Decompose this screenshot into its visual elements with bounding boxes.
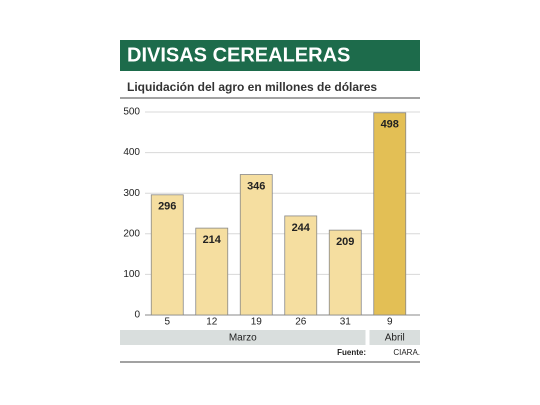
y-tick-label: 0 [134,310,140,321]
source-label: Fuente: [337,348,366,357]
bar [150,194,184,316]
chart-subtitle: Liquidación del agro en millones de dóla… [127,80,377,94]
bar [373,112,407,316]
source: CIARA. [393,348,420,357]
x-tick-label: 9 [387,317,393,328]
y-tick-label: 400 [123,147,140,158]
x-tick-label: 19 [251,317,263,328]
value-label: 244 [292,222,311,234]
bar [284,215,318,316]
value-label: 346 [247,180,265,192]
bar [328,229,362,316]
value-label: 296 [158,201,176,213]
y-tick-label: 300 [123,188,140,199]
title-bar [120,40,420,71]
group-band [369,330,420,345]
chart-title: DIVISAS CEREALERAS [127,44,350,66]
x-tick-label: 12 [206,317,218,328]
bar [239,174,273,316]
group-label: Marzo [229,333,257,344]
value-label: 498 [381,119,399,131]
y-tick-label: 500 [123,107,140,118]
group-label: Abril [385,333,405,344]
y-tick-label: 100 [123,269,140,280]
x-tick-label: 26 [295,317,307,328]
value-label: 214 [203,234,222,246]
group-band [120,330,366,345]
y-tick-label: 200 [123,228,140,239]
x-tick-label: 5 [164,317,170,328]
x-tick-label: 31 [340,317,352,328]
value-label: 209 [336,236,354,248]
bar [195,227,229,316]
